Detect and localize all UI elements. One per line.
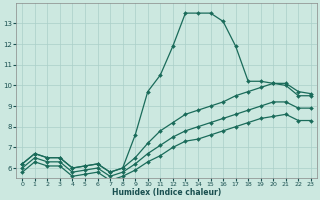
X-axis label: Humidex (Indice chaleur): Humidex (Indice chaleur) <box>112 188 221 197</box>
